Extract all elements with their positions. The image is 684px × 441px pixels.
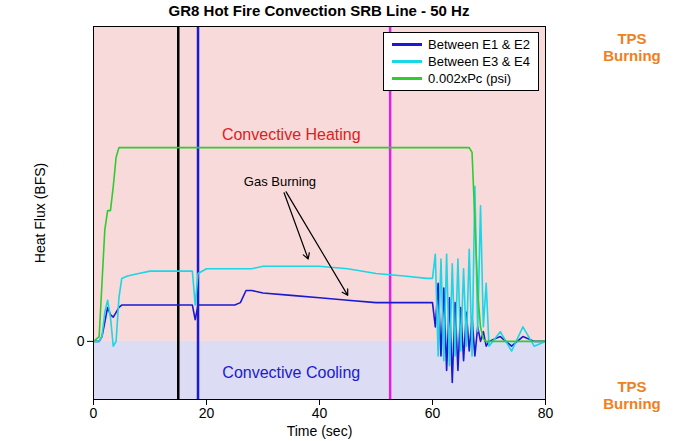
html-text:Between E3 & E4: Between E3 & E4 xyxy=(428,54,530,69)
svg-text:Time (sec): Time (sec) xyxy=(287,423,353,439)
svg-text:Heat Flux (BFS): Heat Flux (BFS) xyxy=(32,163,48,263)
svg-text:40: 40 xyxy=(312,405,328,421)
html-text:GR8 Hot Fire Convection SRB Li: GR8 Hot Fire Convection SRB Line - 50 Hz xyxy=(168,2,470,19)
svg-text:0: 0 xyxy=(90,405,98,421)
svg-text:60: 60 xyxy=(425,405,441,421)
html-text:TPS Burning: TPS Burning xyxy=(603,30,661,64)
html-text:TPS Burning: TPS Burning xyxy=(603,378,661,412)
svg-text:Convective Heating: Convective Heating xyxy=(222,126,361,143)
svg-text:0: 0 xyxy=(77,333,85,349)
svg-text:80: 80 xyxy=(538,405,554,421)
svg-text:Convective Cooling: Convective Cooling xyxy=(222,364,360,381)
html-text:Between E1 & E2: Between E1 & E2 xyxy=(428,37,530,52)
svg-text:Gas Burning: Gas Burning xyxy=(244,174,316,189)
html-text:0.002xPc (psi): 0.002xPc (psi) xyxy=(428,71,512,86)
svg-text:20: 20 xyxy=(199,405,215,421)
